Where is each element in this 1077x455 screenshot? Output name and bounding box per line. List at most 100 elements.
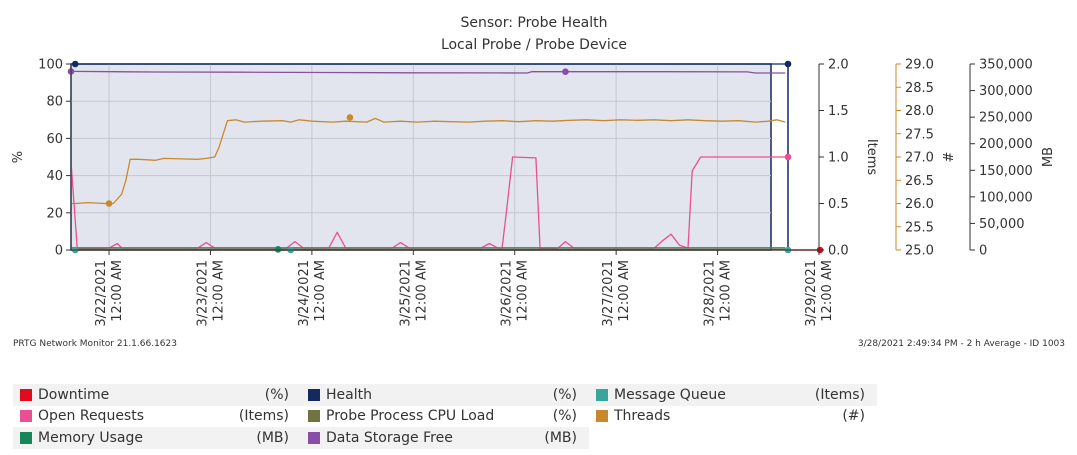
x-axis-tick-group: 3/24/2021 12:00 AM — [297, 260, 328, 327]
series-line-open-requests — [70, 156, 786, 250]
left-axis-tick-label: 0 — [55, 244, 63, 259]
left-axis-tick-label: 100 — [38, 58, 63, 73]
legend-swatch — [308, 431, 320, 444]
mb-axis-tick-label: 250,000 — [979, 111, 1033, 126]
x-axis-tick-group: 3/23/2021 12:00 AM — [195, 260, 226, 327]
legend-swatch — [20, 410, 32, 423]
legend-swatch — [20, 431, 32, 444]
left-axis-tick-label: 60 — [46, 132, 63, 147]
footer-version: PRTG Network Monitor 21.1.66.1623 — [13, 339, 177, 349]
x-axis-time-label: 12:00 AM — [820, 260, 835, 322]
marker-data-storage-free — [562, 68, 569, 76]
current-marker-health — [784, 60, 792, 68]
x-axis-date-label: 3/26/2021 — [500, 260, 515, 327]
x-axis-tick-group: 3/28/2021 12:00 AM — [703, 260, 734, 327]
chart-legend: Downtime (%) Health (%) Message Queue (Items)… — [13, 384, 881, 449]
legend-item-message-queue[interactable]: Message Queue (Items) — [589, 384, 877, 406]
legend-unit: (Items) — [814, 386, 865, 403]
threads-axis-tick-label: 26.5 — [905, 174, 934, 189]
threads-axis-tick-label: 27.0 — [905, 151, 934, 166]
legend-swatch — [596, 410, 608, 423]
series-line-data-storage-free — [70, 70, 786, 74]
mb-axis-tick-label: 300,000 — [979, 84, 1033, 99]
legend-swatch — [20, 388, 32, 401]
legend-item-health[interactable]: Health (%) — [301, 384, 589, 406]
legend-swatch — [596, 388, 608, 401]
marker-threads — [346, 114, 354, 121]
legend-item-open-requests[interactable]: Open Requests (Items) — [13, 406, 301, 428]
legend-unit: (#) — [842, 408, 865, 425]
x-axis-tick-group: 3/29/2021 12:00 AM — [804, 260, 835, 327]
legend-unit: (%) — [552, 386, 577, 403]
mb-axis-title: MB — [1041, 147, 1056, 167]
x-axis-time-label: 12:00 AM — [414, 260, 429, 322]
x-axis-tick-group: 3/26/2021 12:00 AM — [500, 260, 531, 327]
x-axis-date-label: 3/24/2021 — [297, 260, 312, 327]
mb-axis-tick-label: 150,000 — [979, 164, 1033, 179]
left-axis-tick-label: 40 — [46, 169, 63, 184]
x-axis-date-label: 3/28/2021 — [703, 260, 718, 327]
legend-item-probe-process-cpu-load[interactable]: Probe Process CPU Load (%) — [301, 406, 589, 428]
mb-axis-tick-label: 50,000 — [979, 217, 1025, 232]
items-axis-tick-label: 1.0 — [828, 151, 849, 166]
threads-axis-tick-label: 25.5 — [905, 220, 934, 235]
legend-name: Open Requests — [38, 408, 145, 425]
x-axis-time-label: 12:00 AM — [719, 260, 734, 322]
x-axis-date-label: 3/23/2021 — [195, 260, 210, 327]
legend-unit: (%) — [552, 408, 577, 425]
plot-area — [70, 63, 772, 251]
marker-threads — [105, 200, 113, 207]
threads-axis-title: # — [942, 152, 957, 163]
legend-item-memory-usage[interactable]: Memory Usage (MB) — [13, 427, 301, 449]
legend-item-data-storage-free[interactable]: Data Storage Free (MB) — [301, 427, 589, 449]
x-axis-time-label: 12:00 AM — [211, 260, 226, 322]
chart-subtitle: Local Probe / Probe Device — [441, 37, 627, 53]
threads-axis-tick-label: 28.5 — [905, 81, 934, 96]
x-axis-tick-group: 3/22/2021 12:00 AM — [94, 260, 125, 327]
plot-background — [70, 63, 772, 251]
marker-memory-usage — [274, 246, 282, 253]
legend-name: Threads — [614, 408, 671, 425]
legend-name: Probe Process CPU Load — [326, 408, 495, 425]
current-marker-open-requests — [784, 153, 792, 161]
x-axis-time-label: 12:00 AM — [617, 260, 632, 322]
items-axis-tick-label: 0.0 — [828, 244, 849, 259]
x-axis-time-label: 12:00 AM — [110, 260, 125, 322]
items-axis-tick-label: 1.5 — [828, 104, 849, 119]
mb-axis-tick-label: 350,000 — [979, 58, 1033, 73]
threads-axis-tick-label: 29.0 — [905, 58, 934, 73]
threads-axis-tick-label: 25.0 — [905, 244, 934, 259]
x-axis-tick-group: 3/25/2021 12:00 AM — [398, 260, 429, 327]
legend-name: Message Queue — [614, 386, 726, 403]
x-axis-date-label: 3/25/2021 — [398, 260, 413, 327]
footer-timestamp: 3/28/2021 2:49:34 PM - 2 h Average - ID … — [857, 339, 1065, 349]
threads-axis-tick-label: 27.5 — [905, 127, 934, 142]
threads-axis-tick-label: 26.0 — [905, 197, 934, 212]
chart-title: Sensor: Probe Health — [460, 15, 607, 31]
legend-name: Downtime — [38, 386, 110, 403]
x-axis-time-label: 12:00 AM — [313, 260, 328, 322]
legend-swatch — [308, 410, 320, 423]
items-axis-title: Items — [864, 139, 879, 176]
x-axis-date-label: 3/22/2021 — [94, 260, 109, 327]
probe-health-chart: Sensor: Probe Health Local Probe / Probe… — [11, 15, 1056, 327]
legend-unit: (MB) — [256, 429, 289, 446]
legend-unit: (Items) — [238, 408, 289, 425]
mb-axis-tick-label: 100,000 — [979, 190, 1033, 205]
legend-swatch — [308, 388, 320, 401]
left-axis-tick-label: 80 — [46, 95, 63, 110]
legend-item-downtime[interactable]: Downtime (%) — [13, 384, 301, 406]
x-axis-date-label: 3/29/2021 — [804, 260, 819, 327]
legend-name: Health — [326, 386, 372, 403]
legend-item-threads[interactable]: Threads (#) — [589, 406, 877, 428]
left-axis-tick-label: 20 — [46, 206, 63, 221]
threads-axis-tick-label: 28.0 — [905, 104, 934, 119]
marker-health — [71, 60, 79, 68]
legend-name: Data Storage Free — [326, 429, 453, 446]
legend-unit: (MB) — [544, 429, 577, 446]
x-axis-tick-group: 3/27/2021 12:00 AM — [601, 260, 632, 327]
legend-name: Memory Usage — [38, 429, 144, 446]
items-axis-tick-label: 2.0 — [828, 58, 849, 73]
mb-axis-tick-label: 200,000 — [979, 137, 1033, 152]
